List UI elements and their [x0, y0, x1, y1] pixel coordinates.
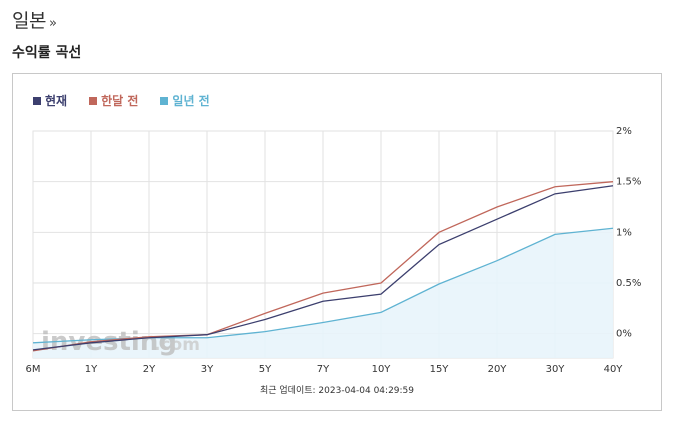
y-tick-label: 0% [616, 329, 632, 340]
area-fill-year-ago [33, 228, 613, 358]
watermark-suffix: .com [154, 335, 200, 355]
x-tick-label: 5Y [259, 364, 272, 374]
x-tick-label: 7Y [317, 364, 330, 374]
x-tick-label: 20Y [488, 364, 508, 374]
legend-swatch-month-ago [89, 96, 98, 105]
x-axis-ticks: 6M 1Y 2Y 3Y 5Y 7Y 10Y 15Y 20Y 30Y 40Y [26, 364, 624, 374]
legend-item-month-ago[interactable]: 한달 전 [89, 92, 138, 109]
y-tick-label: 1.5% [616, 177, 641, 188]
watermark: investing .com [41, 327, 200, 357]
area-layer [33, 228, 613, 358]
x-tick-label: 1Y [85, 364, 98, 374]
watermark-text: investing [41, 327, 177, 357]
series-lines [32, 181, 614, 352]
legend-label-month-ago: 한달 전 [101, 94, 139, 108]
x-tick-label: 40Y [604, 364, 624, 374]
section-title: 수익률 곡선 [12, 45, 82, 61]
yield-curve-chart: 현재 한달 전 일년 전 investing .com 2% 1.5% 1% 0.5%… [12, 73, 662, 411]
chart-legend: 현재 한달 전 일년 전 [33, 92, 210, 109]
legend-label-current: 현재 [45, 94, 68, 108]
legend-item-current[interactable]: 현재 [33, 92, 67, 109]
page-title: 일본» [12, 6, 57, 33]
legend-item-year-ago[interactable]: 일년 전 [160, 92, 210, 109]
title-arrow-icon[interactable]: » [48, 16, 57, 31]
legend-swatch-current [33, 96, 41, 105]
x-tick-label: 6M [26, 364, 41, 374]
y-tick-label: 1% [616, 227, 632, 238]
y-axis-ticks: 2% 1.5% 1% 0.5% 0% [616, 126, 641, 340]
x-tick-label: 10Y [372, 364, 392, 374]
x-tick-label: 3Y [201, 364, 214, 374]
y-tick-label: 2% [616, 126, 632, 137]
legend-swatch-year-ago [160, 96, 169, 105]
series-line-month-ago [32, 181, 614, 352]
series-line-current [32, 185, 614, 351]
x-tick-label: 2Y [143, 364, 156, 374]
page-title-text: 일본 [12, 10, 46, 32]
x-tick-label: 30Y [546, 364, 566, 374]
legend-label-year-ago: 일년 전 [172, 94, 210, 108]
y-tick-label: 0.5% [616, 278, 641, 289]
x-tick-label: 15Y [430, 364, 450, 374]
chart-plot: investing .com 2% 1.5% 1% 0.5% 0% 6M 1Y 2Y 3Y 5Y… [26, 126, 642, 374]
last-updated: 최근 업데이트: 2023-04-04 04:29:59 [259, 386, 415, 396]
